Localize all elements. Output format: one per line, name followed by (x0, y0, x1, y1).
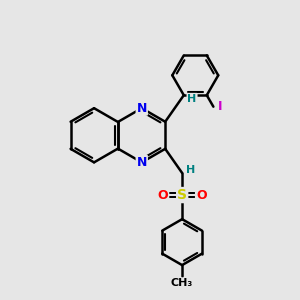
Text: N: N (136, 156, 147, 169)
Text: CH₃: CH₃ (171, 278, 193, 288)
Text: N: N (136, 102, 147, 115)
Text: O: O (158, 188, 168, 202)
Text: H: H (186, 165, 195, 175)
Text: O: O (196, 188, 207, 202)
Text: H: H (188, 94, 197, 104)
Text: S: S (177, 188, 187, 202)
Text: I: I (218, 100, 222, 113)
Text: S: S (177, 188, 187, 202)
